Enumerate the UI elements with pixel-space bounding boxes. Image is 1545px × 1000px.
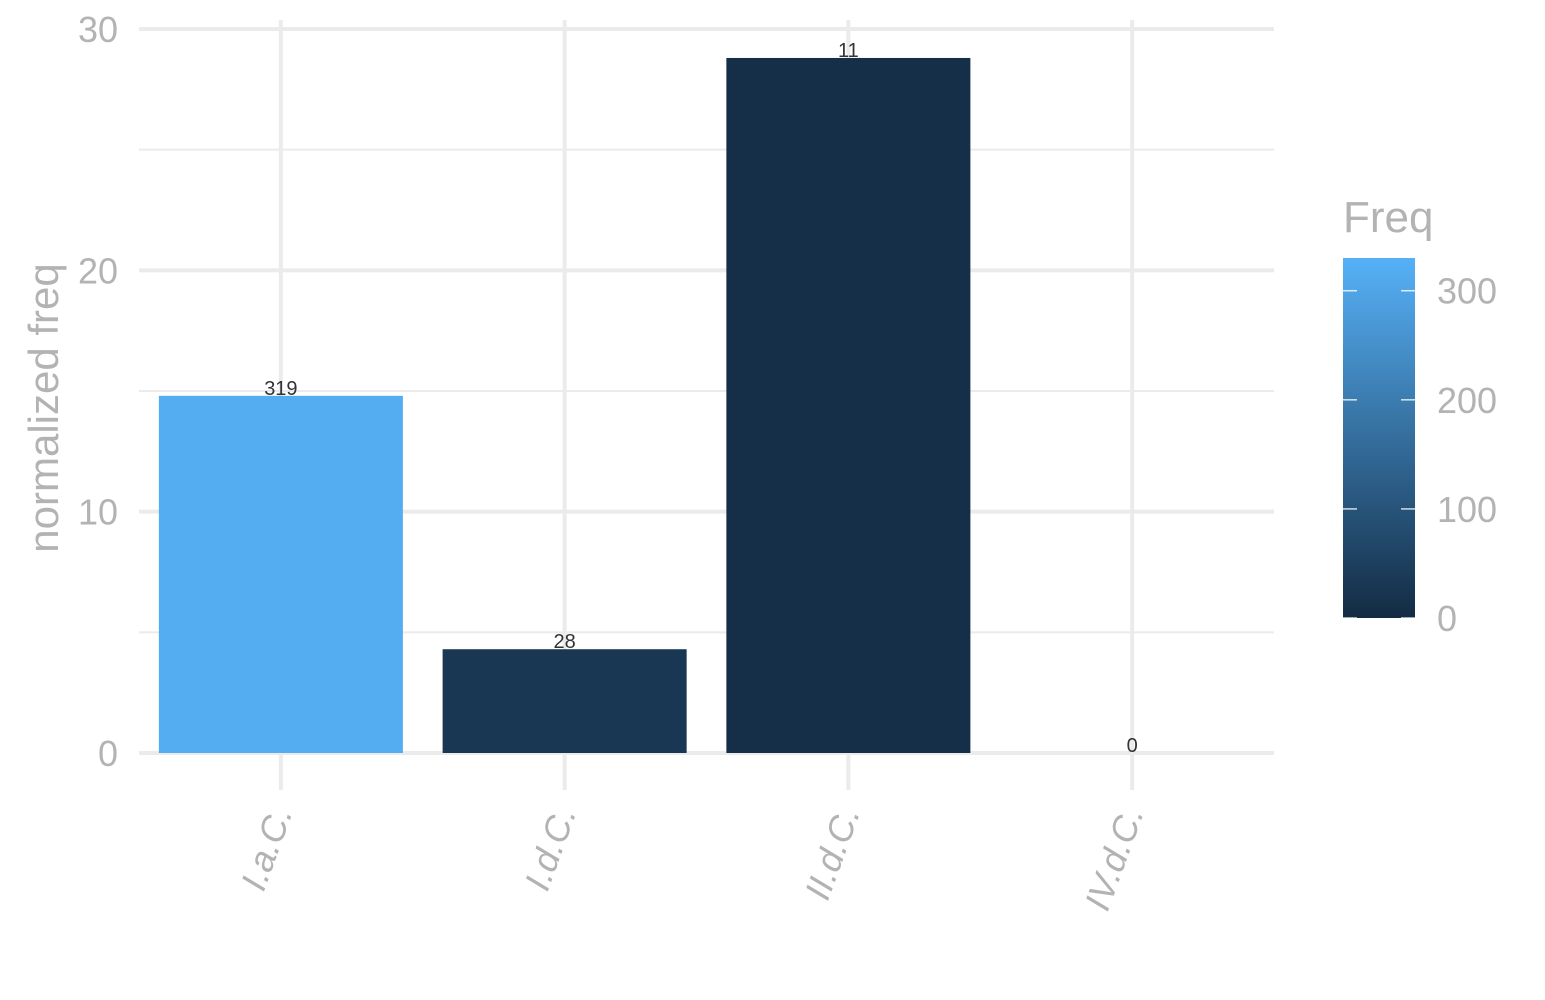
colorbar [1343, 258, 1415, 618]
legend-tick-label: 300 [1437, 271, 1497, 312]
x-tick-label: IV.d.C. [1076, 801, 1151, 916]
bar-value-label: 11 [838, 40, 859, 62]
data-labels: 319 28 11 0 [264, 40, 1138, 757]
legend-title: Freq [1343, 193, 1433, 242]
x-axis: I.a.C. I.d.C. II.d.C. IV.d.C. [232, 801, 1151, 916]
bar [442, 649, 687, 753]
y-tick-label: 0 [98, 733, 118, 774]
legend: Freq 0 100 200 300 [1343, 193, 1497, 639]
x-tick-label: II.d.C. [797, 801, 868, 905]
y-tick-label: 10 [78, 492, 118, 533]
bar-value-label: 28 [554, 631, 576, 653]
legend-tick-label: 200 [1437, 380, 1497, 421]
y-tick-label: 30 [78, 9, 118, 50]
x-tick-label: I.d.C. [516, 801, 584, 896]
bars [158, 57, 971, 753]
bar-value-label: 0 [1127, 735, 1138, 757]
x-tick-label: I.a.C. [232, 801, 300, 896]
bar [726, 57, 971, 753]
bar [158, 395, 403, 753]
y-axis-title: normalized freq [20, 263, 67, 552]
y-axis: 0 10 20 30 [78, 9, 118, 774]
legend-tick-label: 100 [1437, 489, 1497, 530]
legend-tick-label: 0 [1437, 598, 1457, 639]
bar-value-label: 319 [264, 378, 297, 400]
y-tick-label: 20 [78, 250, 118, 291]
